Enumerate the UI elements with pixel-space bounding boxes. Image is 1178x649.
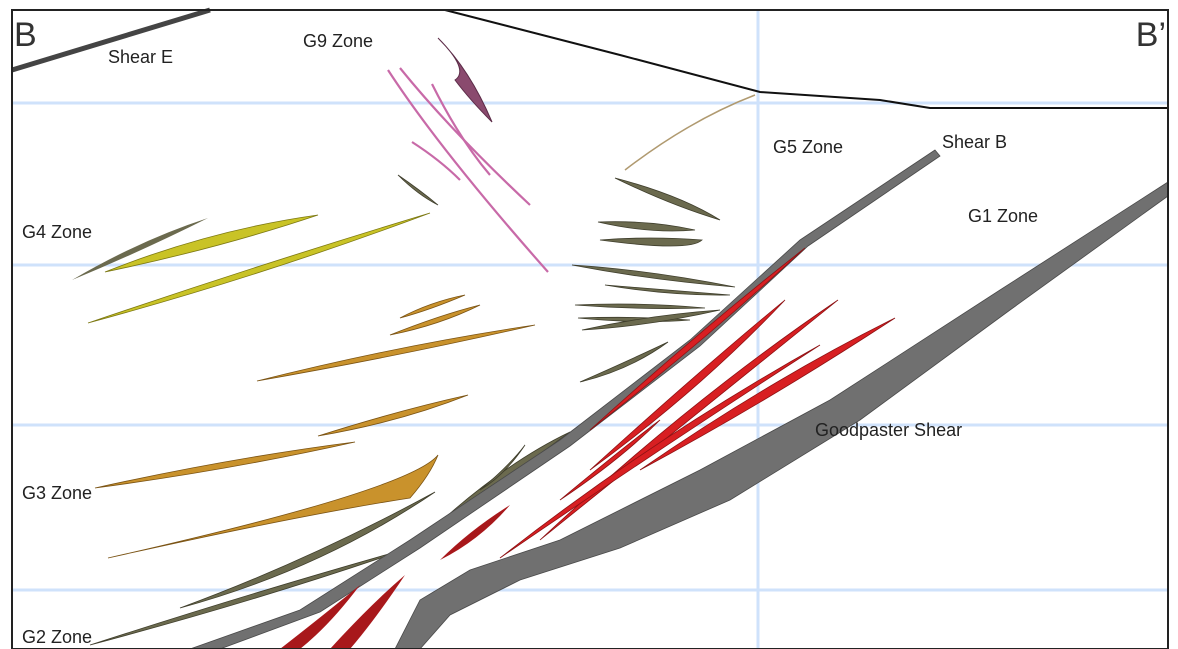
- label: G1 Zone: [968, 206, 1038, 226]
- lens: [399, 67, 531, 206]
- lens: [397, 174, 439, 206]
- lens: [479, 444, 526, 491]
- label: G3 Zone: [22, 483, 92, 503]
- goodpaster-shear: [394, 181, 1169, 649]
- lens: [104, 214, 319, 273]
- topography: [444, 9, 1168, 109]
- label: Shear B: [942, 132, 1007, 152]
- lens: [604, 284, 731, 296]
- shear-e-trace: [11, 7, 211, 73]
- lens: [571, 264, 736, 288]
- g4-lenses: [72, 212, 431, 324]
- g5-lenses: [397, 94, 756, 383]
- lens: [87, 212, 431, 324]
- lens: [581, 309, 721, 331]
- lens: [330, 575, 405, 649]
- section-end: B’: [1136, 16, 1166, 54]
- frame: [11, 9, 1169, 649]
- g3-lenses: [94, 294, 536, 559]
- lens: [639, 317, 896, 471]
- g9-lenses: [387, 37, 549, 273]
- label: G2 Zone: [22, 627, 92, 647]
- label: Goodpaster Shear: [815, 420, 962, 440]
- label: G9 Zone: [303, 31, 373, 51]
- lens: [597, 221, 696, 232]
- lens: [589, 247, 806, 431]
- lens: [317, 394, 469, 437]
- lens: [387, 69, 549, 273]
- lens: [499, 344, 821, 559]
- lens: [624, 94, 756, 171]
- lens: [179, 491, 436, 609]
- label: G5 Zone: [773, 137, 843, 157]
- lens: [411, 141, 461, 181]
- lens: [94, 441, 356, 489]
- lens: [574, 303, 706, 309]
- lens: [389, 304, 481, 336]
- lens: [399, 294, 466, 319]
- lens: [559, 419, 661, 501]
- lens: [72, 218, 208, 280]
- lens: [589, 299, 786, 471]
- label: G4 Zone: [22, 222, 92, 242]
- red-lenses: [280, 247, 896, 649]
- lens: [107, 454, 439, 559]
- lens: [579, 341, 669, 383]
- section-end: B: [14, 16, 37, 54]
- lens: [440, 505, 510, 560]
- lens: [437, 37, 493, 123]
- lens: [431, 83, 491, 176]
- lens: [599, 237, 703, 247]
- lens: [614, 177, 721, 221]
- lens: [256, 324, 536, 382]
- shear-b: [189, 149, 941, 649]
- label: Shear E: [108, 47, 173, 67]
